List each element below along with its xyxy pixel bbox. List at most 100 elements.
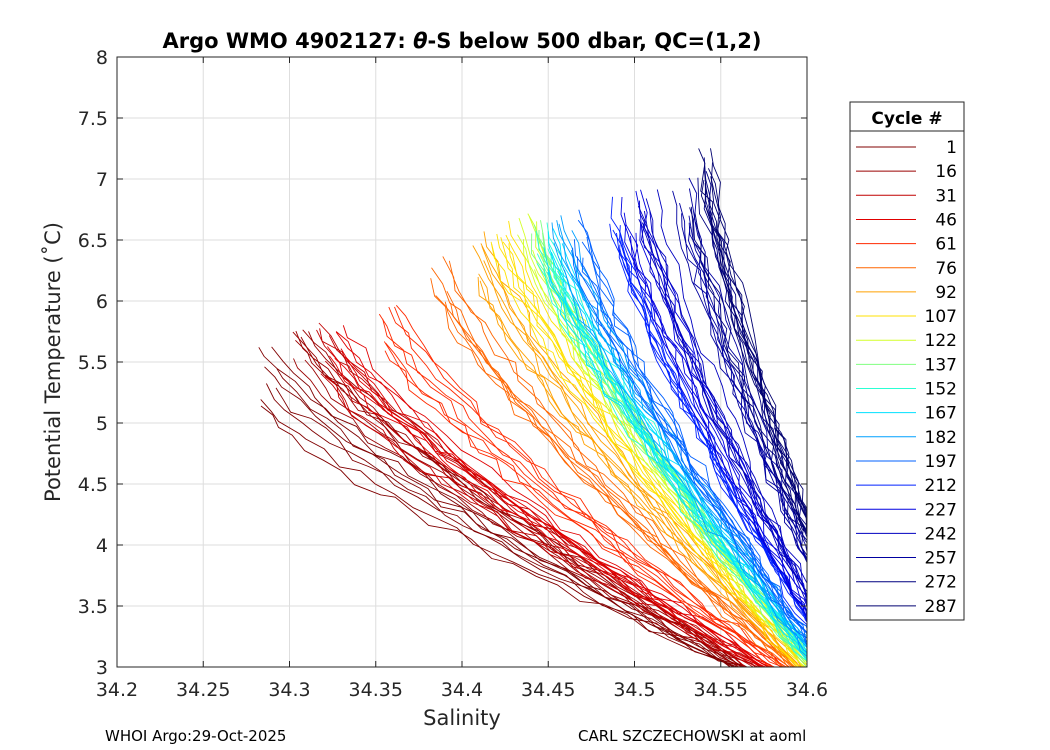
profile-line	[550, 252, 807, 660]
profile-line	[645, 198, 807, 605]
ticks: 34.2 34.25 34.3 34.35 34.4 34.45 34.5 34.55 34.6…	[78, 47, 828, 701]
profile-line	[340, 348, 774, 667]
profile-line	[444, 301, 794, 667]
profile-line	[573, 239, 807, 633]
x-tick-label: 34.4	[441, 679, 483, 701]
legend-entry: 122	[925, 331, 957, 351]
profile-line	[477, 276, 798, 667]
legend-entry: 182	[925, 428, 957, 448]
x-tick-label: 34.45	[521, 679, 575, 701]
profile-line	[572, 247, 807, 646]
profile-line	[276, 368, 736, 667]
series-61	[378, 305, 791, 667]
x-tick-label: 34.2	[96, 679, 138, 701]
y-tick-label: 6	[96, 291, 108, 313]
profile-line	[304, 359, 745, 667]
legend-entry: 167	[925, 404, 957, 424]
y-tick-label: 7	[96, 169, 108, 191]
profile-line	[442, 256, 794, 667]
legend-entry: 242	[925, 524, 957, 544]
profile-line	[710, 148, 807, 520]
legend-entry: 212	[925, 476, 957, 496]
legend-entry: 76	[935, 259, 957, 279]
legend-entry: 61	[935, 235, 957, 255]
profile-line	[586, 236, 807, 643]
y-axis-label: Potential Temperature (˚C)	[41, 222, 65, 502]
profile-line	[681, 213, 807, 561]
profile-line	[637, 205, 807, 599]
legend-entry: 227	[925, 500, 957, 520]
profile-line	[624, 224, 807, 612]
legend-items: 1 16 31 46 61 76 92 107 122 137 152 167 182 197 212 227…	[856, 138, 957, 617]
legend-entry: 31	[935, 186, 957, 206]
y-tick-label: 6.5	[78, 230, 108, 252]
profile-line	[705, 171, 807, 527]
legend-entry: 107	[925, 307, 957, 327]
profile-line	[382, 318, 783, 667]
x-tick-label: 34.25	[176, 679, 230, 701]
profile-line	[334, 357, 769, 667]
x-tick-label: 34.35	[349, 679, 403, 701]
series-76	[430, 256, 796, 667]
profile-line	[703, 167, 807, 511]
profile-line	[698, 148, 807, 538]
profile-line	[689, 207, 807, 539]
profile-line	[335, 331, 765, 667]
profile-line	[384, 350, 773, 667]
profile-line	[479, 280, 797, 667]
legend-entry: 92	[935, 283, 957, 303]
legend-entry: 152	[925, 380, 957, 400]
legend-title: Cycle #	[871, 109, 942, 129]
footer-left: WHOI Argo:29-Oct-2025	[105, 727, 286, 745]
series-107	[490, 220, 807, 667]
footer-right: CARL SZCZECHOWSKI at aoml	[578, 727, 806, 745]
plot-clip	[258, 148, 807, 667]
profile-line	[577, 256, 807, 630]
profile-line	[688, 222, 807, 561]
profile-line	[327, 346, 774, 667]
profile-line	[688, 188, 807, 542]
profile-line	[700, 179, 807, 536]
legend-entry: 257	[925, 549, 957, 569]
x-tick-label: 34.6	[786, 679, 828, 701]
legend-entry: 16	[935, 162, 957, 182]
profile-line	[710, 162, 807, 520]
profile-line	[320, 373, 755, 667]
x-tick-label: 34.5	[613, 679, 655, 701]
y-tick-label: 4	[96, 535, 108, 557]
profile-line	[703, 157, 807, 516]
profile-lines	[258, 148, 807, 667]
legend-entry: 137	[925, 355, 957, 375]
profile-line	[395, 305, 784, 667]
y-tick-label: 7.5	[78, 108, 108, 130]
profile-line	[481, 246, 798, 664]
chart-title: Argo WMO 4902127: θ-S below 500 dbar, QC…	[162, 29, 761, 53]
profile-line	[472, 245, 800, 666]
series-197	[572, 209, 807, 646]
profile-line	[620, 196, 807, 619]
profile-line	[483, 260, 799, 667]
x-tick-label: 34.55	[694, 679, 748, 701]
profile-line	[271, 346, 735, 667]
y-tick-label: 8	[96, 47, 108, 69]
x-axis-label: Salinity	[423, 706, 501, 730]
legend-entry: 1	[946, 138, 957, 158]
series-46	[327, 325, 774, 667]
series-272	[689, 157, 807, 557]
profile-line	[638, 219, 807, 585]
profile-line	[383, 341, 776, 667]
profile-line	[518, 217, 805, 667]
profile-line	[704, 183, 807, 521]
profile-line	[547, 271, 807, 656]
profile-line	[394, 306, 788, 667]
series-257	[672, 177, 807, 564]
profile-line	[690, 206, 807, 557]
profile-line	[491, 243, 807, 666]
legend-entry: 287	[925, 597, 957, 617]
y-tick-label: 5.5	[78, 352, 108, 374]
y-tick-label: 5	[96, 413, 108, 435]
profile-line	[563, 269, 807, 658]
y-tick-label: 3	[96, 657, 108, 679]
profile-line	[638, 200, 807, 593]
profile-line	[431, 267, 786, 667]
